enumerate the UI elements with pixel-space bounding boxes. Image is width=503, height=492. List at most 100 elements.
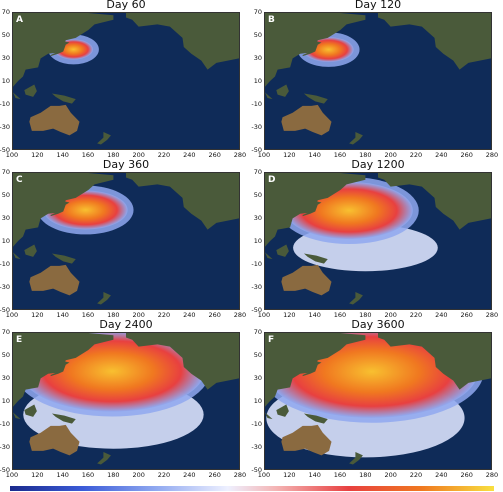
x-tick-label: 120	[283, 471, 296, 479]
x-tick-label: 160	[81, 311, 95, 319]
x-tick-label: 160	[81, 471, 95, 479]
y-tick-label: -30	[251, 443, 262, 451]
x-tick-label: 280	[485, 311, 499, 319]
panel-title: Day 2400	[99, 318, 153, 331]
map-image	[12, 12, 240, 150]
land-1	[50, 41, 70, 57]
x-tick-label: 280	[233, 151, 247, 159]
land-1	[50, 201, 70, 217]
y-tick-label: 30	[253, 374, 262, 382]
land-island-3	[349, 452, 363, 465]
land-australia	[281, 264, 332, 296]
x-tick-label: 220	[157, 311, 171, 319]
x-tick-label: 220	[409, 151, 423, 159]
y-tick-label: -30	[251, 123, 262, 131]
y-tick-label: 70	[1, 328, 10, 336]
land-island-2	[13, 412, 21, 420]
y-tick-label: 70	[1, 8, 10, 16]
x-tick-label: 280	[233, 471, 247, 479]
land-island-0	[51, 413, 76, 424]
panel-letter: D	[268, 175, 276, 185]
x-tick-label: 220	[157, 471, 171, 479]
panel-letter: B	[268, 15, 275, 25]
map-image	[264, 12, 492, 150]
land-2	[126, 173, 239, 230]
map-panel-a: Day 60 A 70 50 30 10 -10 -30 -50 100 120 140 160 180…	[0, 0, 246, 159]
y-tick-label: 50	[1, 191, 10, 199]
y-tick-label: 50	[1, 31, 10, 39]
y-tick-label: 50	[253, 191, 262, 199]
panel-letter: E	[16, 335, 23, 345]
x-tick-label: 220	[409, 311, 423, 319]
y-tick-label: -30	[251, 283, 262, 291]
y-tick-label: 30	[1, 214, 10, 222]
land-2	[378, 333, 491, 390]
y-tick-label: 50	[1, 351, 10, 359]
land-0	[265, 173, 366, 247]
y-tick-label: -10	[251, 100, 262, 108]
panel-title: Day 60	[106, 0, 146, 11]
map-panel-d: Day 1200 D 70 50 30 10 -10 -30 -50 100 120 140 160 1…	[251, 159, 498, 319]
panel-letter: F	[268, 335, 275, 345]
y-tick-label: -10	[0, 420, 10, 428]
x-tick-label: 100	[257, 471, 271, 479]
y-tick-label: 30	[1, 54, 10, 62]
y-tick-label: -10	[0, 100, 10, 108]
x-tick-label: 180	[107, 311, 120, 319]
y-tick-label: 10	[1, 77, 10, 85]
land-island-0	[303, 413, 328, 424]
x-tick-label: 120	[31, 311, 44, 319]
x-tick-label: 140	[308, 471, 321, 479]
land-2	[378, 13, 491, 70]
land-0	[265, 13, 366, 87]
land-australia	[29, 104, 80, 136]
land-2	[378, 173, 491, 230]
land-0	[13, 333, 114, 407]
y-tick-label: 30	[253, 54, 262, 62]
land-australia	[281, 424, 332, 456]
x-tick-label: 260	[208, 471, 221, 479]
y-tick-label: -30	[0, 443, 10, 451]
panel-letter: A	[16, 15, 23, 25]
x-tick-label: 100	[5, 471, 19, 479]
x-tick-label: 160	[333, 151, 347, 159]
panel-title: Day 120	[354, 0, 402, 11]
x-tick-label: 240	[183, 151, 196, 159]
x-tick-label: 120	[283, 151, 296, 159]
panel-title: Day 360	[102, 158, 150, 171]
land-island-3	[97, 292, 111, 305]
land-island-1	[276, 404, 289, 417]
x-tick-label: 280	[485, 151, 499, 159]
x-tick-label: 140	[308, 311, 321, 319]
y-tick-label: -50	[0, 306, 10, 314]
x-tick-label: 140	[56, 311, 69, 319]
x-tick-label: 240	[435, 471, 448, 479]
x-tick-label: 200	[384, 311, 397, 319]
map-panel-e: Day 2400 E 70 50 30 10 -10 -30 -50 100 120 140 160 1…	[0, 319, 246, 479]
x-tick-label: 120	[31, 471, 44, 479]
x-tick-label: 100	[257, 151, 271, 159]
x-tick-label: 240	[435, 311, 448, 319]
y-tick-label: 50	[253, 31, 262, 39]
y-tick-label: 10	[1, 237, 10, 245]
land-island-3	[349, 132, 363, 145]
x-tick-label: 140	[56, 471, 69, 479]
x-tick-label: 240	[183, 471, 196, 479]
x-tick-label: 140	[308, 151, 321, 159]
map-image	[12, 172, 240, 310]
x-tick-label: 200	[384, 151, 397, 159]
y-tick-label: 70	[1, 168, 10, 176]
land-0	[265, 333, 366, 407]
land-island-1	[24, 244, 37, 257]
y-tick-label: -30	[0, 283, 10, 291]
x-tick-label: 100	[5, 311, 19, 319]
map-image	[12, 332, 240, 470]
y-tick-label: 30	[1, 374, 10, 382]
y-tick-label: 10	[253, 397, 262, 405]
panel-letter: C	[16, 175, 23, 185]
x-tick-label: 200	[132, 151, 145, 159]
y-tick-label: 70	[253, 328, 262, 336]
land-island-0	[303, 93, 328, 104]
y-tick-label: -50	[251, 306, 262, 314]
x-tick-label: 240	[183, 311, 196, 319]
